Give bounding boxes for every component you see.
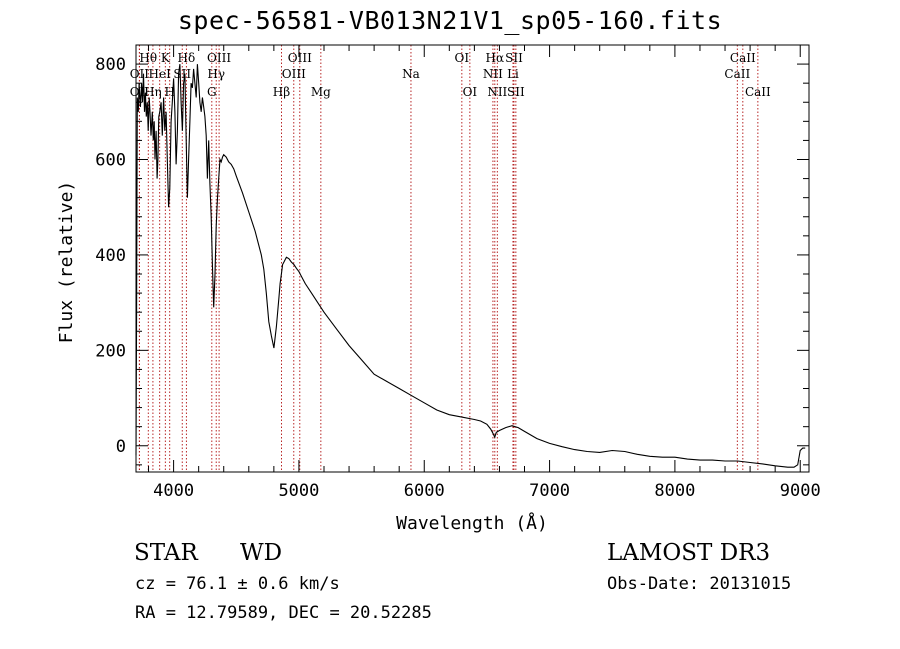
line-label-10: Hγ xyxy=(207,67,225,81)
line-label-25: CaII xyxy=(724,67,750,81)
emission-line-markers xyxy=(138,45,759,472)
obs-date: Obs-Date: 20131015 xyxy=(607,574,792,594)
x-tick-label-4: 8000 xyxy=(654,481,695,501)
line-label-12: Hβ xyxy=(273,85,290,99)
coordinates: RA = 12.79589, DEC = 20.52285 xyxy=(135,603,432,623)
line-label-27: CaII xyxy=(745,85,771,99)
object-class: STAR xyxy=(134,540,198,566)
line-label-1: OII xyxy=(130,67,150,81)
line-label-18: OI xyxy=(463,85,478,99)
line-label-13: OIII xyxy=(282,67,306,81)
line-label-16: Na xyxy=(402,67,420,81)
line-label-7: SII xyxy=(173,67,191,81)
line-label-9: OIII xyxy=(207,51,231,65)
x-tick-label-1: 5000 xyxy=(278,481,319,501)
line-label-15: Mg xyxy=(311,85,331,99)
x-tick-label-0: 4000 xyxy=(153,481,194,501)
line-label-5: K xyxy=(161,51,171,65)
chart-title: spec-56581-VB013N21V1_sp05-160.fits xyxy=(177,6,723,35)
y-tick-label-0: 0 xyxy=(116,437,126,457)
line-label-22: SII xyxy=(505,51,523,65)
x-tick-label-5: 9000 xyxy=(780,481,821,501)
y-tick-label-3: 600 xyxy=(95,151,126,171)
y-tick-label-1: 200 xyxy=(95,341,126,361)
redshift-value: cz = 76.1 ± 0.6 km/s xyxy=(135,574,340,594)
object-subclass: WD xyxy=(240,540,283,566)
line-label-26: CaII xyxy=(730,51,756,65)
y-axis-label: Flux (relative) xyxy=(56,181,77,344)
plot-frame xyxy=(135,44,810,473)
x-tick-label-3: 7000 xyxy=(529,481,570,501)
line-label-0: Hθ xyxy=(139,51,157,65)
y-tick-label-4: 800 xyxy=(95,55,126,75)
line-label-4: HeI xyxy=(149,67,172,81)
y-tick-label-2: 400 xyxy=(95,246,126,266)
line-label-11: G xyxy=(207,85,217,99)
line-label-6: H xyxy=(164,85,174,99)
line-label-24: SII xyxy=(507,85,525,99)
line-label-14: OIII xyxy=(288,51,312,65)
survey-name: LAMOST DR3 xyxy=(607,540,771,566)
x-axis-label: Wavelength (Å) xyxy=(396,512,548,534)
spectrum-line xyxy=(135,64,806,468)
line-label-21: NII xyxy=(487,85,507,99)
line-label-19: Hα xyxy=(486,51,505,65)
line-label-17: OI xyxy=(455,51,470,65)
line-label-8: Hδ xyxy=(178,51,196,65)
line-label-20: NII xyxy=(483,67,503,81)
line-label-3: Hη xyxy=(144,85,162,99)
line-label-23: Li xyxy=(507,67,519,81)
x-tick-label-2: 6000 xyxy=(404,481,445,501)
